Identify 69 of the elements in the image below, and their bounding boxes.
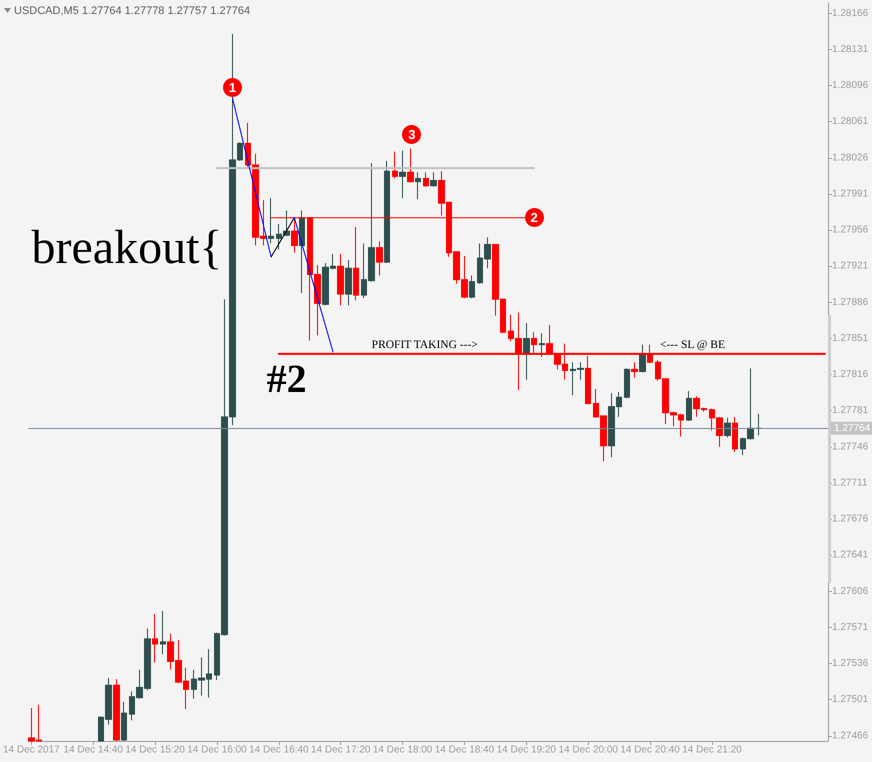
y-tick-label: 1.27536 xyxy=(832,658,869,670)
y-tick-label: 1.27676 xyxy=(832,514,869,525)
x-tick-label: 14 Dec 16:00 xyxy=(187,744,248,756)
candlestick xyxy=(732,416,738,452)
y-tick-label: 1.27501 xyxy=(832,694,869,706)
candlestick xyxy=(291,217,298,254)
candlestick xyxy=(407,148,414,184)
x-tick-label: 14 Dec 16:40 xyxy=(249,744,310,756)
x-tick-label: 14 Dec 18:00 xyxy=(372,744,433,756)
x-tick-label: 14 Dec 21:20 xyxy=(682,744,742,756)
candlestick xyxy=(423,172,429,188)
candlestick xyxy=(160,610,166,655)
chart-title: USDCAD,M5 1.27764 1.27778 1.27757 1.27764 xyxy=(14,5,250,17)
x-tick-label: 14 Dec 20:40 xyxy=(620,744,680,756)
candlestick xyxy=(376,240,383,276)
annotation: <--- SL @ BE xyxy=(660,338,725,352)
candlestick xyxy=(268,198,274,244)
y-tick-label: 1.27571 xyxy=(832,622,869,633)
y-tick-label: 1.27606 xyxy=(832,586,869,597)
x-tick-label: 14 Dec 19:20 xyxy=(496,744,557,756)
y-tick-label: 1.28026 xyxy=(832,152,869,164)
y-tick-label: 1.28061 xyxy=(832,116,869,128)
candlestick xyxy=(415,172,421,200)
candlestick xyxy=(631,362,638,378)
y-tick-label: 1.28131 xyxy=(832,44,869,55)
candlestick xyxy=(353,226,359,301)
y-tick-label: 1.27711 xyxy=(832,477,868,488)
y-tick-label: 1.27781 xyxy=(832,405,869,416)
x-tick-label: 14 Dec 2017 xyxy=(2,744,60,756)
candlestick xyxy=(392,151,398,179)
y-tick-label: 1.27641 xyxy=(832,550,869,561)
candlestick xyxy=(624,368,630,399)
annotation: 3 xyxy=(402,124,422,144)
annotation: 2 xyxy=(524,208,544,228)
ref-line-label: 1.27764 xyxy=(834,422,871,434)
x-tick-label: 14 Dec 14:40 xyxy=(63,744,124,756)
candlestick xyxy=(686,390,692,422)
annotation: breakout{ xyxy=(31,221,222,274)
candlestick xyxy=(384,160,390,264)
y-tick-label: 1.28166 xyxy=(832,8,869,19)
y-tick-label: 1.27991 xyxy=(832,188,869,200)
y-tick-label: 1.27816 xyxy=(832,369,869,380)
candlestick xyxy=(345,260,352,306)
candlestick xyxy=(430,172,437,188)
x-tick-label: 14 Dec 20:00 xyxy=(558,744,618,756)
candlestick xyxy=(469,274,475,299)
y-tick-label: 1.27851 xyxy=(832,332,869,344)
candlestick xyxy=(337,253,344,306)
candlestick xyxy=(299,210,305,294)
x-tick-label: 14 Dec 18:40 xyxy=(434,744,495,756)
annotation: PROFIT TAKING ---> xyxy=(372,338,478,352)
candlestick xyxy=(121,701,127,742)
candlestick xyxy=(399,150,406,199)
y-tick-label: 1.27746 xyxy=(832,441,869,452)
y-tick-label: 1.27886 xyxy=(832,296,869,308)
y-tick-label: 1.28096 xyxy=(832,80,869,92)
candlestick xyxy=(539,332,545,358)
candlestick xyxy=(639,344,646,374)
candlestick xyxy=(152,614,158,664)
y-tick-label: 1.27466 xyxy=(832,730,869,742)
x-tick-label: 14 Dec 17:20 xyxy=(310,744,371,756)
x-tick-label: 14 Dec 15:20 xyxy=(125,744,186,756)
y-tick-label: 1.27956 xyxy=(832,224,869,236)
candlestick xyxy=(523,322,530,380)
candlestick xyxy=(113,678,120,742)
candlestick xyxy=(724,417,731,438)
annotation: #2 xyxy=(266,356,307,402)
y-tick-label: 1.27921 xyxy=(832,260,869,272)
annotation: 1 xyxy=(222,78,242,98)
